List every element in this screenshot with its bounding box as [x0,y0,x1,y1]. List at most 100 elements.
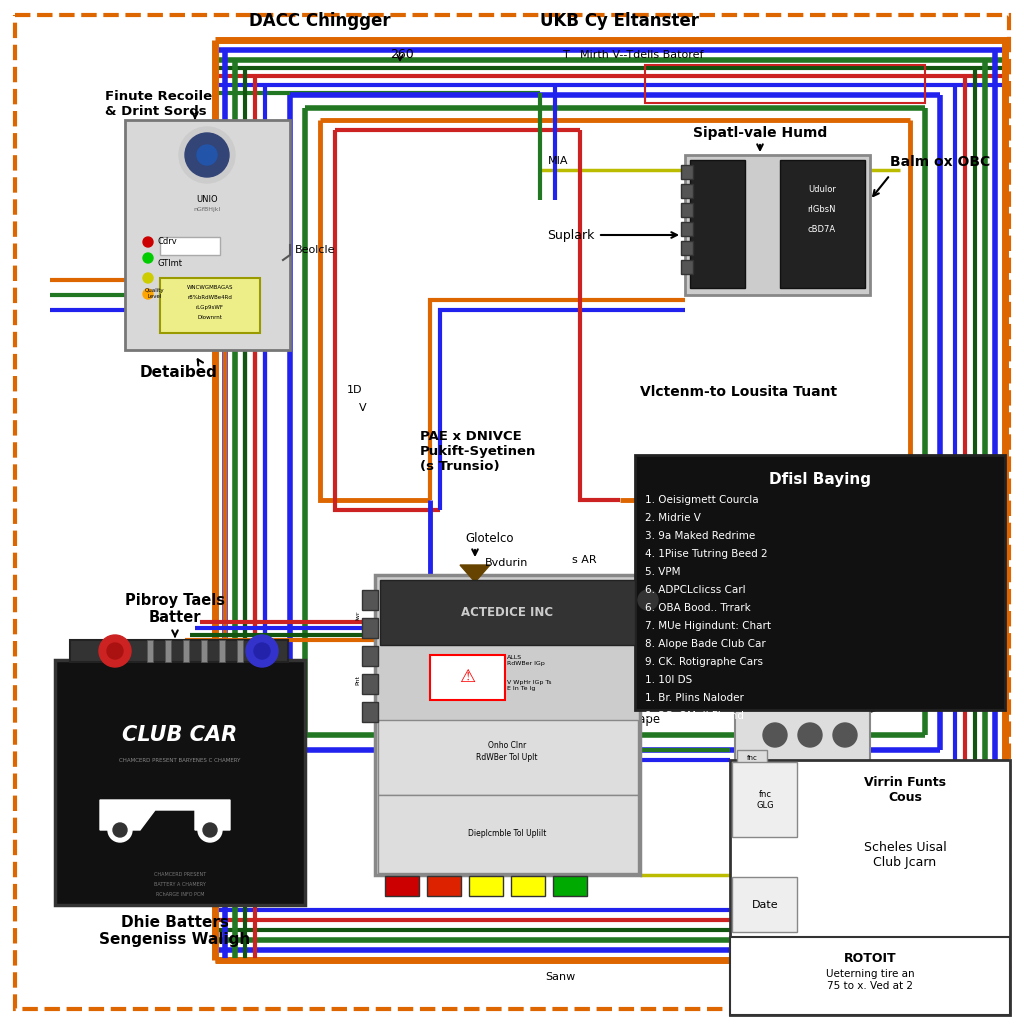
Text: Virrin Funts
Cous: Virrin Funts Cous [864,776,946,804]
Text: V: V [359,403,367,413]
Text: Dlownrnt: Dlownrnt [198,315,222,319]
Bar [183,640,189,662]
Text: T: T [562,50,569,60]
Text: ALLS
RdWBer lGp: ALLS RdWBer lGp [507,655,545,666]
Text: CLUB CAR: CLUB CAR [123,725,238,745]
Circle shape [179,127,234,183]
Polygon shape [460,565,490,582]
Circle shape [833,723,857,746]
Text: 9. 3C. OMnIl Flamd: 9. 3C. OMnIl Flamd [645,711,743,721]
Bar [681,165,693,179]
Text: Quality
Level: Quality Level [145,288,165,299]
Text: Udulor: Udulor [808,185,836,194]
Bar [375,575,640,874]
Text: CHAMCERD PRESENT BARYENES C CHAMERY: CHAMCERD PRESENT BARYENES C CHAMERY [120,758,241,763]
Text: 8. Alope Bade Club Car: 8. Alope Bade Club Car [645,639,766,649]
Circle shape [763,723,787,746]
Bar [201,640,207,662]
Text: ROTOIT: ROTOIT [844,951,896,965]
Text: Bvdurin: Bvdurin [485,558,528,568]
Text: 260: 260 [390,48,414,61]
Bar [362,702,378,722]
Text: Finute Recoile
& Drint Sords: Finute Recoile & Drint Sords [105,90,212,118]
Bar [55,660,305,905]
Text: 1. Oeisigmett Courcla: 1. Oeisigmett Courcla [645,495,759,505]
Bar [780,160,865,288]
Text: s AR: s AR [572,555,597,565]
Text: Stape: Stape [626,714,660,726]
Bar [380,580,635,645]
Text: Detaibed: Detaibed [140,365,218,380]
Text: V WpHr lGp Ts
E In Te Ig: V WpHr lGp Ts E In Te Ig [507,680,552,691]
Circle shape [99,635,131,667]
Text: Suplark: Suplark [548,228,595,242]
Bar [685,155,870,295]
Bar [681,260,693,274]
Bar [385,876,419,896]
Bar [511,876,545,896]
Bar [160,237,220,255]
Text: BATTERY A CHAMERY: BATTERY A CHAMERY [154,883,206,888]
Text: Dieplcmble Tol Uplilt: Dieplcmble Tol Uplilt [468,829,546,839]
Text: CHAMCERD PRESENT: CHAMCERD PRESENT [154,872,206,878]
Bar [681,203,693,217]
Text: 1. Br. Plins Naloder: 1. Br. Plins Naloder [645,693,743,703]
Text: Vlctenm-to Lousita Tuant: Vlctenm-to Lousita Tuant [640,385,838,399]
Circle shape [198,818,222,842]
Text: Scheles Uisal
Club Jcarn: Scheles Uisal Club Jcarn [863,841,946,869]
Text: Onho Clnr: Onho Clnr [487,740,526,750]
Polygon shape [100,800,230,830]
Text: lwr: lwr [355,610,360,620]
Bar [160,278,260,333]
Circle shape [638,590,658,610]
Text: Date: Date [752,900,778,910]
Bar [70,640,288,662]
Text: UNIO: UNIO [197,196,218,205]
Text: Pnt: Pnt [355,675,360,685]
Text: Sipatl-vale Humd: Sipatl-vale Humd [693,126,827,140]
Circle shape [143,237,153,247]
Text: 9. CK. Rotigraphe Cars: 9. CK. Rotigraphe Cars [645,657,763,667]
Text: 1. 10I DS: 1. 10I DS [645,675,692,685]
Text: 1D: 1D [347,385,362,395]
Text: Mirth V--Tdells Batoref: Mirth V--Tdells Batoref [580,50,703,60]
Text: cBD7A: cBD7A [808,225,836,234]
Text: ⚠: ⚠ [459,668,475,686]
Bar [427,876,461,896]
Text: ACTEDICE INC: ACTEDICE INC [461,605,553,618]
Text: Dhie Batters
Sengeniss Waligh: Dhie Batters Sengeniss Waligh [99,915,251,947]
Text: 6. ADPCLclicss Carl: 6. ADPCLclicss Carl [645,585,745,595]
Bar [219,640,225,662]
Text: GTlmt: GTlmt [158,258,183,267]
Text: fnc
GLG: fnc GLG [756,791,774,810]
Bar [730,760,1010,1015]
Bar [237,640,243,662]
Text: Pibroy Taels
Batter: Pibroy Taels Batter [125,593,225,625]
Text: RdWBer Tol Uplt: RdWBer Tol Uplt [476,754,538,763]
Text: rlGbsN: rlGbsN [808,205,837,214]
Text: nGfBHjkl: nGfBHjkl [194,208,220,213]
Bar [732,877,797,932]
Circle shape [246,635,278,667]
Text: Glotelco: Glotelco [465,532,513,545]
Text: Dfisl Baying: Dfisl Baying [769,472,871,487]
Text: Sanw: Sanw [545,972,575,982]
Bar [690,160,745,288]
Text: Balm ox OBC: Balm ox OBC [890,155,990,169]
Bar [681,184,693,198]
Circle shape [798,723,822,746]
Text: Cdrv: Cdrv [158,238,178,247]
Circle shape [254,643,270,659]
Text: Ueterning tire an
75 to x. Ved at 2: Ueterning tire an 75 to x. Ved at 2 [825,969,914,991]
Text: 6. OBA Bood.. Trrark: 6. OBA Bood.. Trrark [645,603,751,613]
Text: 7. MUe Higindunt: Chart: 7. MUe Higindunt: Chart [645,621,771,631]
Bar [165,640,171,662]
Circle shape [143,273,153,283]
Text: RChARGE INFO PCM: RChARGE INFO PCM [156,893,204,897]
Text: PAE x DNIVCE
Pukift-Syetinen
(s Trunsio): PAE x DNIVCE Pukift-Syetinen (s Trunsio) [420,430,537,473]
Bar [362,674,378,694]
Circle shape [143,289,153,299]
Circle shape [197,145,217,165]
Bar [362,646,378,666]
Bar [362,618,378,638]
